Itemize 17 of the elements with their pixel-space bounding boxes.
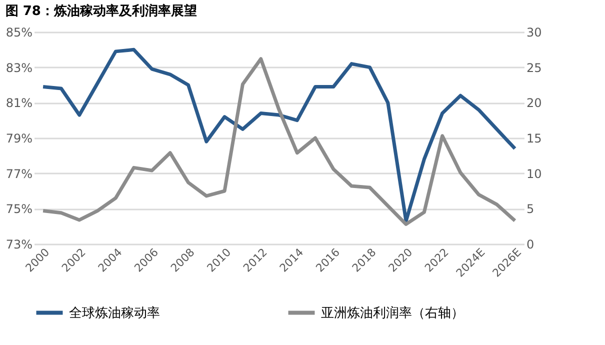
chart-title: 图 78：炼油稼动率及利润率展望 — [5, 3, 197, 19]
y-tick-label: 73% — [6, 238, 32, 252]
y2-tick-label: 30 — [526, 26, 542, 40]
y2-tick-label: 5 — [526, 202, 534, 216]
y-tick-label: 85% — [6, 26, 32, 40]
y2-tick-label: 25 — [526, 60, 542, 75]
y2-tick-label: 15 — [526, 132, 542, 146]
y2-tick-label: 20 — [526, 96, 542, 110]
y-tick-label: 79% — [6, 132, 32, 146]
y-tick-label: 75% — [6, 202, 32, 216]
legend-label: 全球炼油稼动率 — [69, 304, 160, 321]
y-tick-label: 81% — [6, 96, 32, 110]
y2-tick-label: 0 — [526, 238, 534, 252]
y-tick-label: 77% — [6, 166, 32, 181]
legend-label: 亚洲炼油利润率（右轴） — [321, 304, 464, 321]
y-tick-label: 83% — [6, 60, 32, 75]
y2-tick-label: 10 — [526, 166, 542, 181]
